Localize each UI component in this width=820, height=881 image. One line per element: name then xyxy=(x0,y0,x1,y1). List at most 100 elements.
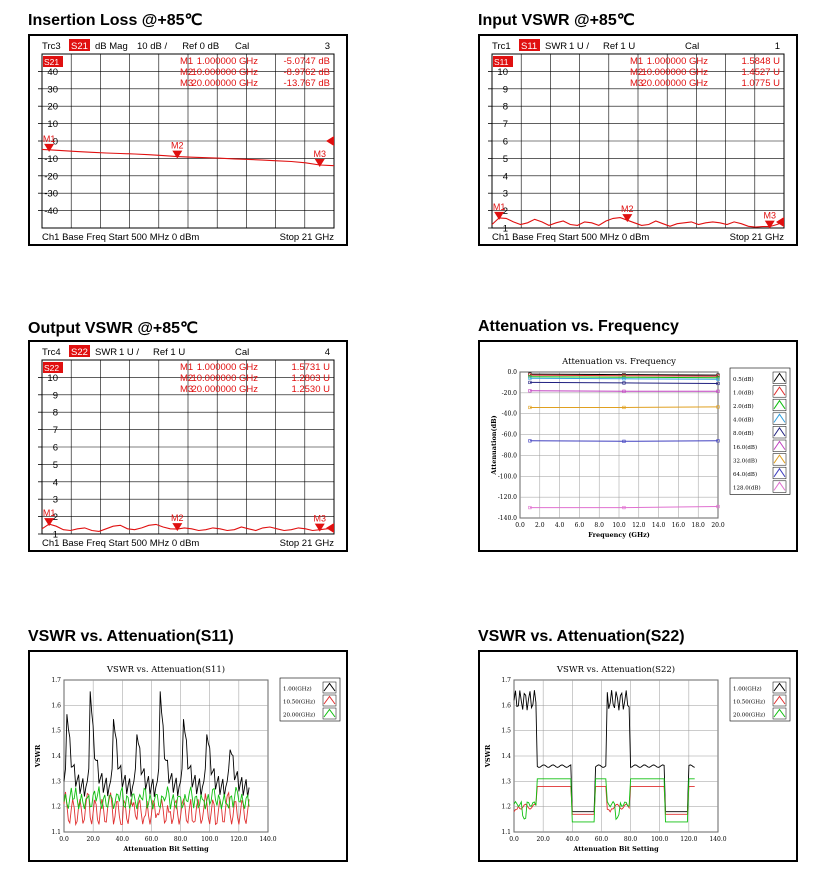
trace-label: Trc3 xyxy=(42,41,61,52)
series-point xyxy=(528,505,532,510)
y-tick-label: -20 xyxy=(44,171,58,182)
series-line xyxy=(63,786,250,810)
insertion-loss-title: Insertion Loss @+85℃ xyxy=(28,12,203,29)
legend-swatch-box xyxy=(772,453,787,466)
y-tick-label: 2 xyxy=(53,512,58,523)
y-tick-label: -20.0 xyxy=(502,390,518,397)
trace-label: Trc1 xyxy=(492,41,511,52)
x-tick-label: 20.0 xyxy=(711,522,725,529)
reference-arrow xyxy=(326,523,334,533)
marker-readout-name: M1 xyxy=(180,56,193,67)
series-point xyxy=(716,381,720,386)
marker-readout-name: M2 xyxy=(180,67,193,78)
legend-swatch-box xyxy=(772,398,787,412)
legend-swatch xyxy=(773,682,786,692)
ref-badge-label: S11 xyxy=(494,57,509,67)
x-tick-label: 20.0 xyxy=(536,836,550,843)
legend-swatch-box xyxy=(772,439,787,452)
marker-label: M3 xyxy=(313,514,326,524)
format-label: SWR xyxy=(95,347,117,358)
y-tick-label: 1.6 xyxy=(501,702,511,709)
series-point xyxy=(528,439,532,443)
marker-label: M3 xyxy=(763,211,776,221)
y-tick-label: 7 xyxy=(53,425,58,436)
y-tick-label: 6 xyxy=(503,137,508,148)
y-tick-label: -120.0 xyxy=(498,494,517,501)
y-tick-label: 2 xyxy=(503,206,508,217)
y-tick-label: -80.0 xyxy=(502,452,518,459)
reference-arrow xyxy=(326,136,334,146)
y-tick-label: 1.3 xyxy=(501,778,511,785)
x-tick-label: 60.0 xyxy=(145,836,159,843)
x-tick-label: 0.0 xyxy=(515,522,525,529)
attenuation-vs-frequency-title: Attenuation vs. Frequency xyxy=(478,318,679,335)
trace-label: Trc4 xyxy=(42,347,61,358)
y-tick-label: -40.0 xyxy=(502,411,518,418)
legend-swatch xyxy=(323,695,336,705)
series-point xyxy=(528,376,532,380)
marker-readout-value: 1.0775 U xyxy=(741,78,780,89)
series-point xyxy=(716,377,720,381)
series-point xyxy=(528,389,532,393)
legend-swatch-box xyxy=(772,385,787,398)
y-tick-label: 1.1 xyxy=(51,829,61,836)
series-line xyxy=(529,377,719,380)
marker-readout-value: 1.4527 U xyxy=(741,67,780,78)
attenuation-vs-frequency-chart: Attenuation vs. Frequency 0.0 2.0 4.0 6.0 8.0… xyxy=(490,357,791,539)
chart-title: Attenuation vs. Frequency xyxy=(561,357,676,367)
series-point xyxy=(622,389,626,393)
marker-readout-name: M1 xyxy=(630,56,643,67)
marker-readout-freq: 10.000000 GHz xyxy=(191,67,258,78)
y-tick-label: 1.7 xyxy=(501,677,511,684)
vswr-s11-title: VSWR vs. Attenuation(S11) xyxy=(28,628,234,645)
y-tick-label: 1.3 xyxy=(51,778,61,785)
y-tick-label: 3 xyxy=(53,495,58,506)
marker-m2 xyxy=(622,214,633,223)
series-line xyxy=(63,691,250,798)
y-tick-label: 30 xyxy=(47,84,58,95)
y-tick-label: 1.7 xyxy=(51,677,61,684)
y-tick-label: 0.0 xyxy=(507,369,517,376)
y-tick-label: -30 xyxy=(44,189,58,200)
y-tick-label: 5 xyxy=(503,154,508,165)
marker-readout-freq: 20.000000 GHz xyxy=(641,78,708,89)
y-tick-label: -60.0 xyxy=(502,432,518,439)
x-tick-label: 40.0 xyxy=(116,836,130,843)
format-label: SWR xyxy=(545,41,567,52)
marker-m3 xyxy=(314,523,325,532)
series-point xyxy=(622,405,626,410)
y-tick-label: 1.2 xyxy=(501,804,511,811)
marker-m3 xyxy=(314,158,325,167)
scale-label: 1 U / xyxy=(119,347,139,358)
marker-readout-name: M2 xyxy=(180,373,193,384)
x-tick-label: 8.0 xyxy=(594,522,604,529)
marker-label: M1 xyxy=(43,134,56,144)
legend-swatch-box xyxy=(772,480,787,493)
trace-number: 1 xyxy=(775,41,780,52)
series-line xyxy=(529,406,719,408)
legend-swatch xyxy=(773,372,786,382)
trace-number: 3 xyxy=(325,41,330,52)
marker-m2 xyxy=(172,523,183,532)
series-point xyxy=(622,505,626,510)
marker-m1 xyxy=(44,143,55,152)
legend-swatch-box xyxy=(772,426,787,439)
legend-label: 10.50(GHz) xyxy=(733,698,765,705)
trace-number: 4 xyxy=(325,347,330,358)
reference-arrow xyxy=(776,217,784,227)
marker-m3 xyxy=(764,220,775,229)
marker-readout-freq: 10.000000 GHz xyxy=(641,67,708,78)
trace-line xyxy=(491,217,785,228)
input-vswr-panel: Trc1 S11 SWR 1 U / Ref 1 U Cal 1 10 9 8 7 6 5 4 3 2 1 S11… xyxy=(478,34,798,246)
ref-badge-label: S22 xyxy=(44,363,59,373)
legend-label: 1.00(GHz) xyxy=(733,685,762,692)
cal-label: Cal xyxy=(235,347,249,358)
legend-swatch xyxy=(773,481,786,491)
vswr-s11-panel: VSWR vs. Attenuation(S11) 0.0 20.0 40.0 60.0… xyxy=(28,650,348,862)
y-tick-label: -40 xyxy=(44,206,58,217)
series-line xyxy=(529,381,719,384)
x-tick-label: 4.0 xyxy=(555,522,565,529)
y-tick-label: 7 xyxy=(503,119,508,130)
legend-swatch xyxy=(773,454,786,464)
series-point xyxy=(716,504,720,509)
